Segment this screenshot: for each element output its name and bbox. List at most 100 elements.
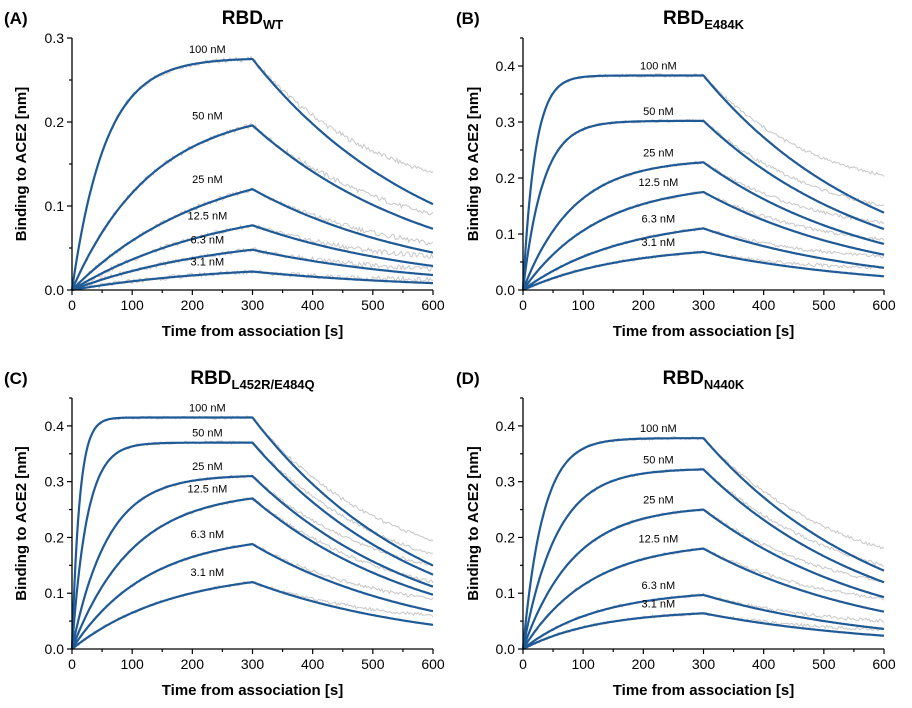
y-tick-label: 0.0 <box>45 282 65 298</box>
x-tick-label: 600 <box>872 297 896 313</box>
fit-curve-50-nM <box>521 468 885 650</box>
panel-title-main: RBD <box>190 368 231 389</box>
fit-curve-6-3-nM <box>522 227 885 291</box>
x-tick-label: 300 <box>241 297 265 313</box>
fit-curve-12-5-nM <box>71 224 434 291</box>
x-tick-label: 0 <box>519 297 527 313</box>
x-tick-label: 500 <box>361 656 385 672</box>
y-tick-label: 0.3 <box>45 474 65 490</box>
panel-label: (A) <box>4 9 28 28</box>
panel-title-main: RBD <box>663 8 704 29</box>
fit-curve-6-3-nM <box>71 248 434 292</box>
y-tick-label: 0.1 <box>45 585 65 601</box>
y-tick-label: 0.2 <box>496 529 516 545</box>
panel-title: RBDL452R/E484Q <box>190 368 314 392</box>
fit-curve-3-1-nM <box>71 270 433 292</box>
fit-curve-3-1-nM <box>71 581 434 650</box>
x-tick-label: 0 <box>68 656 76 672</box>
raw-trace-100-nM <box>71 415 434 650</box>
fit-curve-50-nM <box>521 119 885 291</box>
y-tick-label: 0.1 <box>496 226 516 242</box>
fit-curve-12-5-nM <box>522 190 885 291</box>
y-tick-label: 0.4 <box>496 418 516 434</box>
y-tick-label: 0.0 <box>496 641 516 657</box>
panel-label: (B) <box>456 9 480 28</box>
panel-title-subscript: E484K <box>704 17 744 32</box>
series-label: 100 nM <box>189 403 226 415</box>
panel-title-subscript: L452R/E484Q <box>232 377 315 392</box>
x-tick-label: 400 <box>301 297 325 313</box>
fit-curve-25-nM <box>71 188 434 291</box>
series-label: 6.3 nM <box>642 580 676 592</box>
x-tick-label: 300 <box>241 656 265 672</box>
y-tick-label: 0.2 <box>45 114 65 130</box>
series-label: 6.3 nM <box>191 235 225 247</box>
x-tick-label: 400 <box>301 656 325 672</box>
series-label: 12.5 nM <box>188 483 228 495</box>
x-tick-label: 600 <box>872 656 896 672</box>
y-axis-title: Binding to ACE2 [nm] <box>465 446 482 600</box>
panel-label: (C) <box>4 369 28 388</box>
series-label: 12.5 nM <box>639 534 679 546</box>
y-tick-label: 0.1 <box>45 198 65 214</box>
series-label: 50 nM <box>643 106 674 118</box>
x-axis-title: Time from association [s] <box>162 682 343 699</box>
series-label: 100 nM <box>640 61 677 73</box>
x-tick-label: 500 <box>812 656 836 672</box>
raw-trace-100-nM <box>522 73 885 291</box>
x-tick-label: 100 <box>571 297 595 313</box>
x-tick-label: 200 <box>632 656 656 672</box>
panel-b: (B) RBDE484K 100 nM 50 nM 25 nM 12.5 nM 6.3 nM… <box>456 8 896 340</box>
fit-curve-25-nM <box>70 475 434 650</box>
y-tick-label: 0.3 <box>496 114 516 130</box>
x-axis-title: Time from association [s] <box>162 323 343 340</box>
y-tick-label: 0.0 <box>45 641 65 657</box>
series-label: 6.3 nM <box>191 529 225 541</box>
x-tick-label: 100 <box>571 656 595 672</box>
raw-trace-3-1-nM <box>72 269 434 291</box>
panel-title: RBDE484K <box>663 8 745 32</box>
fit-curve-100-nM <box>70 57 434 291</box>
y-tick-label: 0.3 <box>496 474 516 490</box>
series-label: 50 nM <box>192 110 223 122</box>
y-tick-label: 0.3 <box>45 30 65 46</box>
y-axis-title: Binding to ACE2 [nm] <box>13 446 30 600</box>
series-label: 3.1 nM <box>642 598 676 610</box>
raw-trace-25-nM <box>71 474 434 648</box>
x-tick-label: 200 <box>632 297 656 313</box>
fit-curve-25-nM <box>521 161 885 291</box>
panel-label: (D) <box>456 369 480 388</box>
y-axis-title: Binding to ACE2 [nm] <box>13 87 30 241</box>
series-label: 25 nM <box>643 147 674 159</box>
x-tick-label: 300 <box>692 297 716 313</box>
fit-curve-12-5-nM <box>70 497 434 650</box>
series-label: 12.5 nM <box>639 177 679 189</box>
panel-title-subscript: N440K <box>704 377 745 392</box>
x-tick-label: 100 <box>120 656 144 672</box>
panel-title: RBDN440K <box>663 368 745 392</box>
x-tick-label: 500 <box>812 297 836 313</box>
fit-curve-100-nM <box>521 437 885 650</box>
x-tick-label: 300 <box>692 656 716 672</box>
series-label: 3.1 nM <box>191 257 225 269</box>
panel-title-subscript: WT <box>263 17 283 32</box>
series-label: 25 nM <box>192 461 223 473</box>
x-tick-label: 100 <box>120 297 144 313</box>
x-tick-label: 600 <box>421 297 445 313</box>
fit-curve-25-nM <box>521 508 885 650</box>
x-tick-label: 600 <box>421 656 445 672</box>
x-tick-label: 400 <box>752 297 776 313</box>
series-label: 100 nM <box>640 423 677 435</box>
x-tick-label: 200 <box>181 297 205 313</box>
panel-c: (C) RBDL452R/E484Q 100 nM 50 nM 25 nM 12.5 nM… <box>4 368 445 699</box>
series-label: 25 nM <box>192 174 223 186</box>
panel-a: (A) RBDWT 100 nM 50 nM 25 nM 12.5 nM 6.3 nM 3.1… <box>4 8 445 340</box>
x-tick-label: 400 <box>752 656 776 672</box>
y-tick-label: 0.1 <box>496 585 516 601</box>
series-label: 50 nM <box>643 454 674 466</box>
y-tick-label: 0.0 <box>496 282 516 298</box>
x-axis-title: Time from association [s] <box>613 323 794 340</box>
y-axis-title: Binding to ACE2 [nm] <box>465 87 482 241</box>
y-tick-label: 0.2 <box>496 170 516 186</box>
fit-curve-3-1-nM <box>522 250 885 292</box>
